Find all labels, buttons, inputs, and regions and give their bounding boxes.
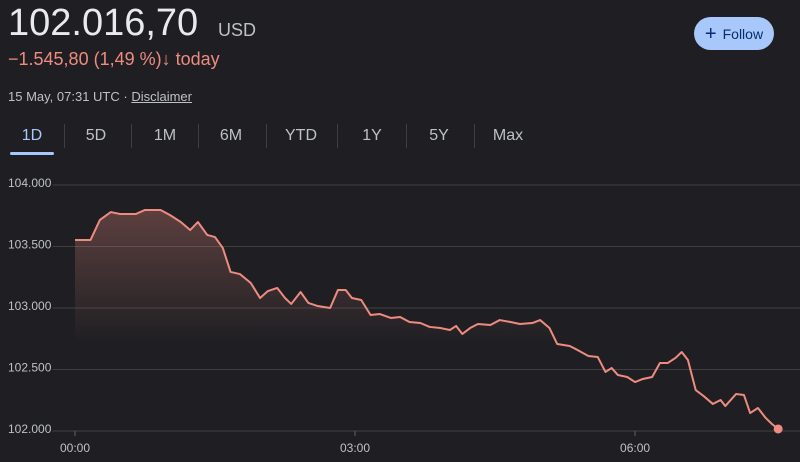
range-tab[interactable]: YTD — [285, 127, 317, 144]
y-tick-label: 103.500 — [8, 238, 52, 252]
x-tick-label: 00:00 — [60, 441, 90, 455]
area-fill — [75, 209, 779, 431]
x-tick-label: 03:00 — [340, 441, 370, 455]
follow-button[interactable]: + Follow — [694, 17, 774, 50]
tab-separator — [64, 124, 65, 148]
change-period: today — [175, 49, 220, 69]
range-tab[interactable]: 5Y — [429, 127, 449, 144]
plus-icon: + — [704, 22, 717, 45]
y-tick-label: 102.000 — [8, 422, 52, 436]
y-tick-label: 104.000 — [8, 176, 52, 190]
range-tab[interactable]: 6M — [219, 127, 243, 144]
y-tick-label: 103.000 — [8, 299, 52, 313]
timestamp-row: 15 May, 07:31 UTC · Disclaimer — [8, 89, 192, 104]
change: −1.545,80 (1,49 %)↓ today — [8, 49, 220, 70]
range-tab[interactable]: Max — [492, 127, 524, 144]
tab-separator — [405, 124, 407, 148]
last-point — [773, 424, 783, 434]
disclaimer-link[interactable]: Disclaimer — [131, 89, 192, 104]
tab-separator — [473, 124, 475, 148]
price: 102.016,70 — [8, 2, 199, 44]
tab-separator — [130, 124, 132, 148]
tab-separator — [198, 124, 199, 148]
tab-separator — [266, 124, 267, 148]
y-tick-label: 102.500 — [8, 361, 52, 375]
tab-separator — [336, 124, 338, 148]
range-tab[interactable]: 5D — [85, 127, 107, 144]
range-tabs: 1D 5D 1M 6M YTD 1Y 5Y Max — [0, 118, 560, 156]
change-arrow: ↓ — [161, 49, 171, 69]
currency: USD — [218, 20, 257, 40]
x-tick-label: 06:00 — [620, 441, 650, 455]
tab-underline — [10, 152, 54, 155]
timestamp: 15 May, 07:31 UTC · — [8, 89, 132, 104]
follow-label: Follow — [722, 25, 764, 42]
range-tab[interactable]: 1M — [153, 127, 177, 144]
change-value: −1.545,80 (1,49 %) — [8, 49, 162, 69]
range-tab[interactable]: 1D — [21, 127, 43, 144]
range-tab[interactable]: 1Y — [362, 127, 382, 144]
price-line — [75, 208, 779, 430]
